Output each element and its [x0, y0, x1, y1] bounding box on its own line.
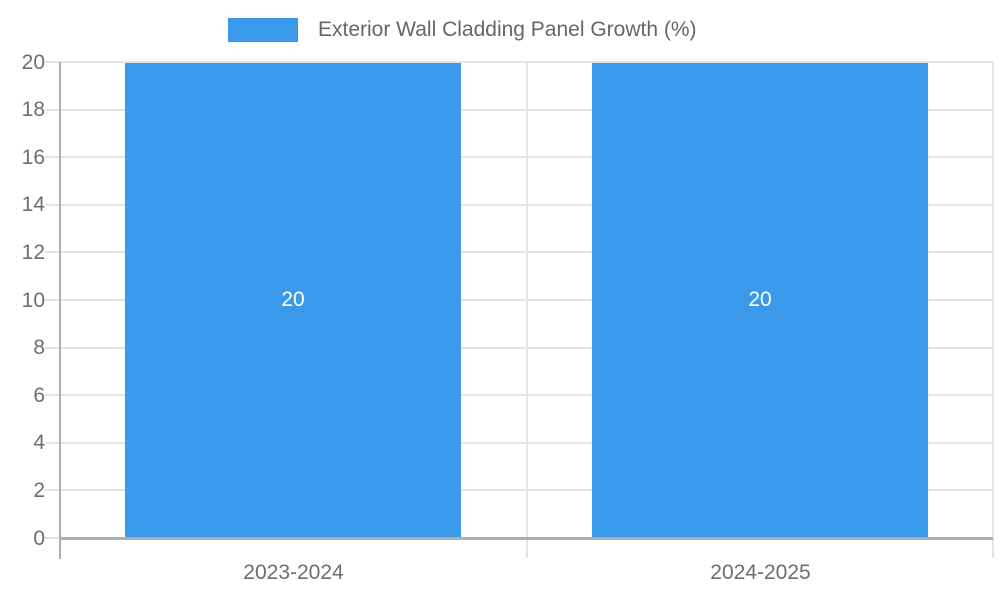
x-boundary-gridline — [992, 62, 994, 558]
y-tick-mark — [45, 346, 60, 349]
y-tick-label: 4 — [33, 431, 45, 455]
y-tick-mark — [45, 441, 60, 444]
bar-value-label: 20 — [748, 288, 772, 311]
bar — [125, 63, 461, 538]
y-tick-label: 0 — [33, 526, 45, 550]
x-axis-line — [60, 537, 993, 540]
bar-value-label: 20 — [281, 288, 305, 311]
y-axis-line — [59, 62, 61, 559]
y-tick-mark — [45, 394, 60, 397]
y-tick-label: 10 — [21, 288, 45, 312]
y-tick-label: 2 — [33, 478, 45, 502]
y-tick-label: 18 — [21, 98, 45, 122]
x-category-label: 2023-2024 — [243, 561, 344, 584]
y-tick-mark — [45, 108, 60, 111]
y-tick-label: 6 — [33, 383, 45, 407]
x-boundary-gridline — [525, 62, 528, 558]
y-tick-label: 8 — [33, 336, 45, 360]
legend: Exterior Wall Cladding Panel Growth (%) — [228, 17, 697, 43]
y-tick-mark — [45, 251, 60, 254]
x-category-label: 2024-2025 — [710, 561, 811, 584]
y-tick-label: 12 — [21, 240, 45, 264]
y-tick-label: 14 — [21, 193, 45, 217]
y-tick-mark — [45, 299, 60, 301]
y-tick-label: 16 — [21, 145, 45, 169]
y-tick-mark — [45, 489, 60, 492]
bar — [592, 63, 928, 538]
y-tick-mark — [45, 203, 60, 206]
y-tick-mark — [45, 156, 60, 159]
legend-swatch — [228, 18, 298, 42]
y-tick-mark — [45, 61, 60, 63]
legend-label: Exterior Wall Cladding Panel Growth (%) — [318, 18, 697, 41]
y-tick-label: 20 — [21, 50, 45, 74]
y-tick-mark — [45, 537, 60, 539]
